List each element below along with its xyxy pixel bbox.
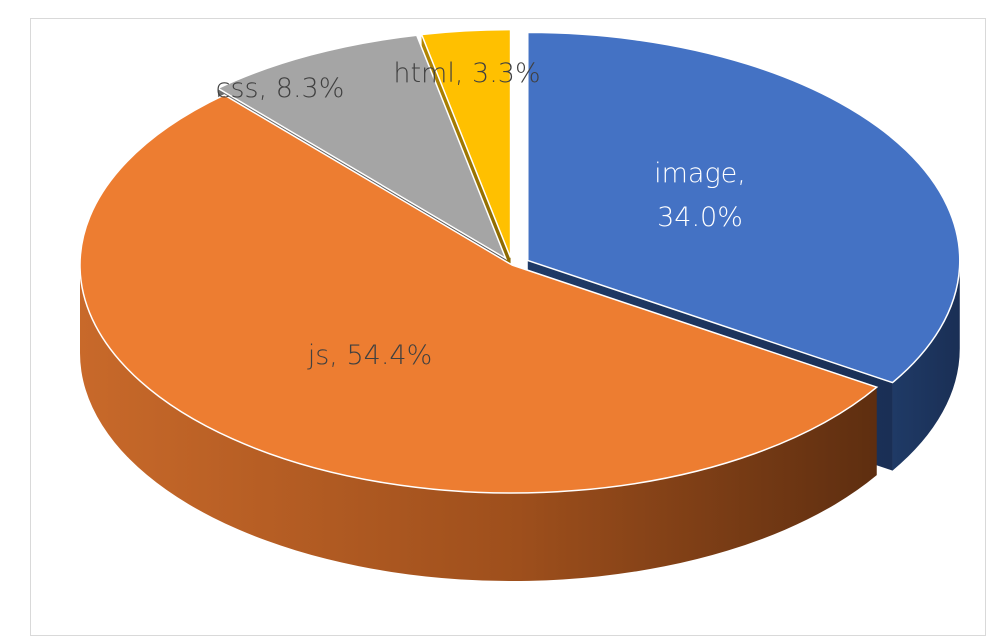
- data-label-js: js, 54.4%: [307, 340, 433, 371]
- pie-slice-image[interactable]: [527, 31, 961, 384]
- pie-slice-html[interactable]: [420, 28, 512, 258]
- slice-tops: [79, 28, 961, 494]
- slice-side-js: [80, 265, 877, 581]
- slice-side-image: [892, 260, 960, 471]
- data-label-image: image, 34.0%: [654, 158, 746, 233]
- pie-slice-css[interactable]: [216, 34, 508, 261]
- slice-labels: image, 34.0% js, 54.4% css, 8.3% html, 3.3%: [216, 58, 746, 371]
- data-label-css: css, 8.3%: [216, 73, 345, 104]
- data-label-html: html, 3.3%: [393, 58, 540, 89]
- pie-slice-js[interactable]: [79, 94, 879, 494]
